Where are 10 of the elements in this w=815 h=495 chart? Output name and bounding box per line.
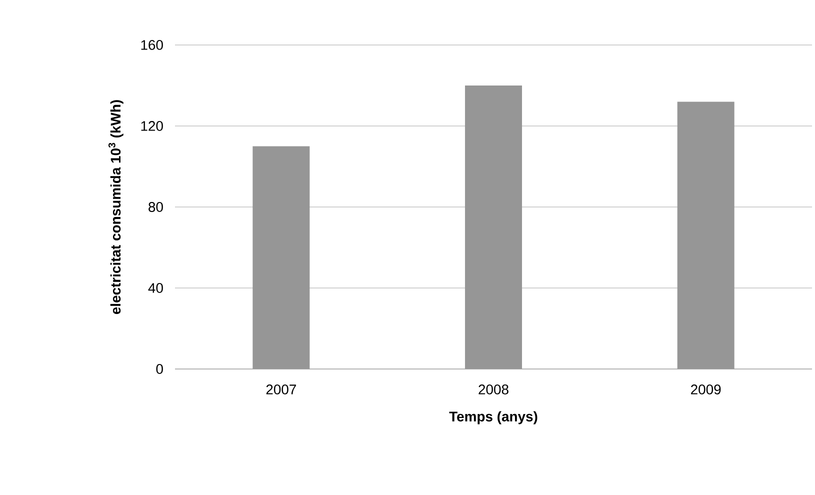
y-tick-label: 120: [141, 121, 163, 131]
x-tick-label: 2009: [691, 384, 721, 394]
x-tick-label: 2007: [266, 384, 296, 394]
y-tick-label: 160: [141, 40, 163, 50]
y-tick-label: 40: [148, 283, 163, 293]
x-tick-label: 2008: [478, 384, 508, 394]
y-axis-title: electricitat consumida 10$^{3}$ (kWh): [108, 100, 124, 314]
y-tick-label: 0: [156, 364, 163, 374]
y-tick-label: 80: [148, 202, 163, 212]
x-axis-title: Temps (anys): [449, 411, 538, 424]
